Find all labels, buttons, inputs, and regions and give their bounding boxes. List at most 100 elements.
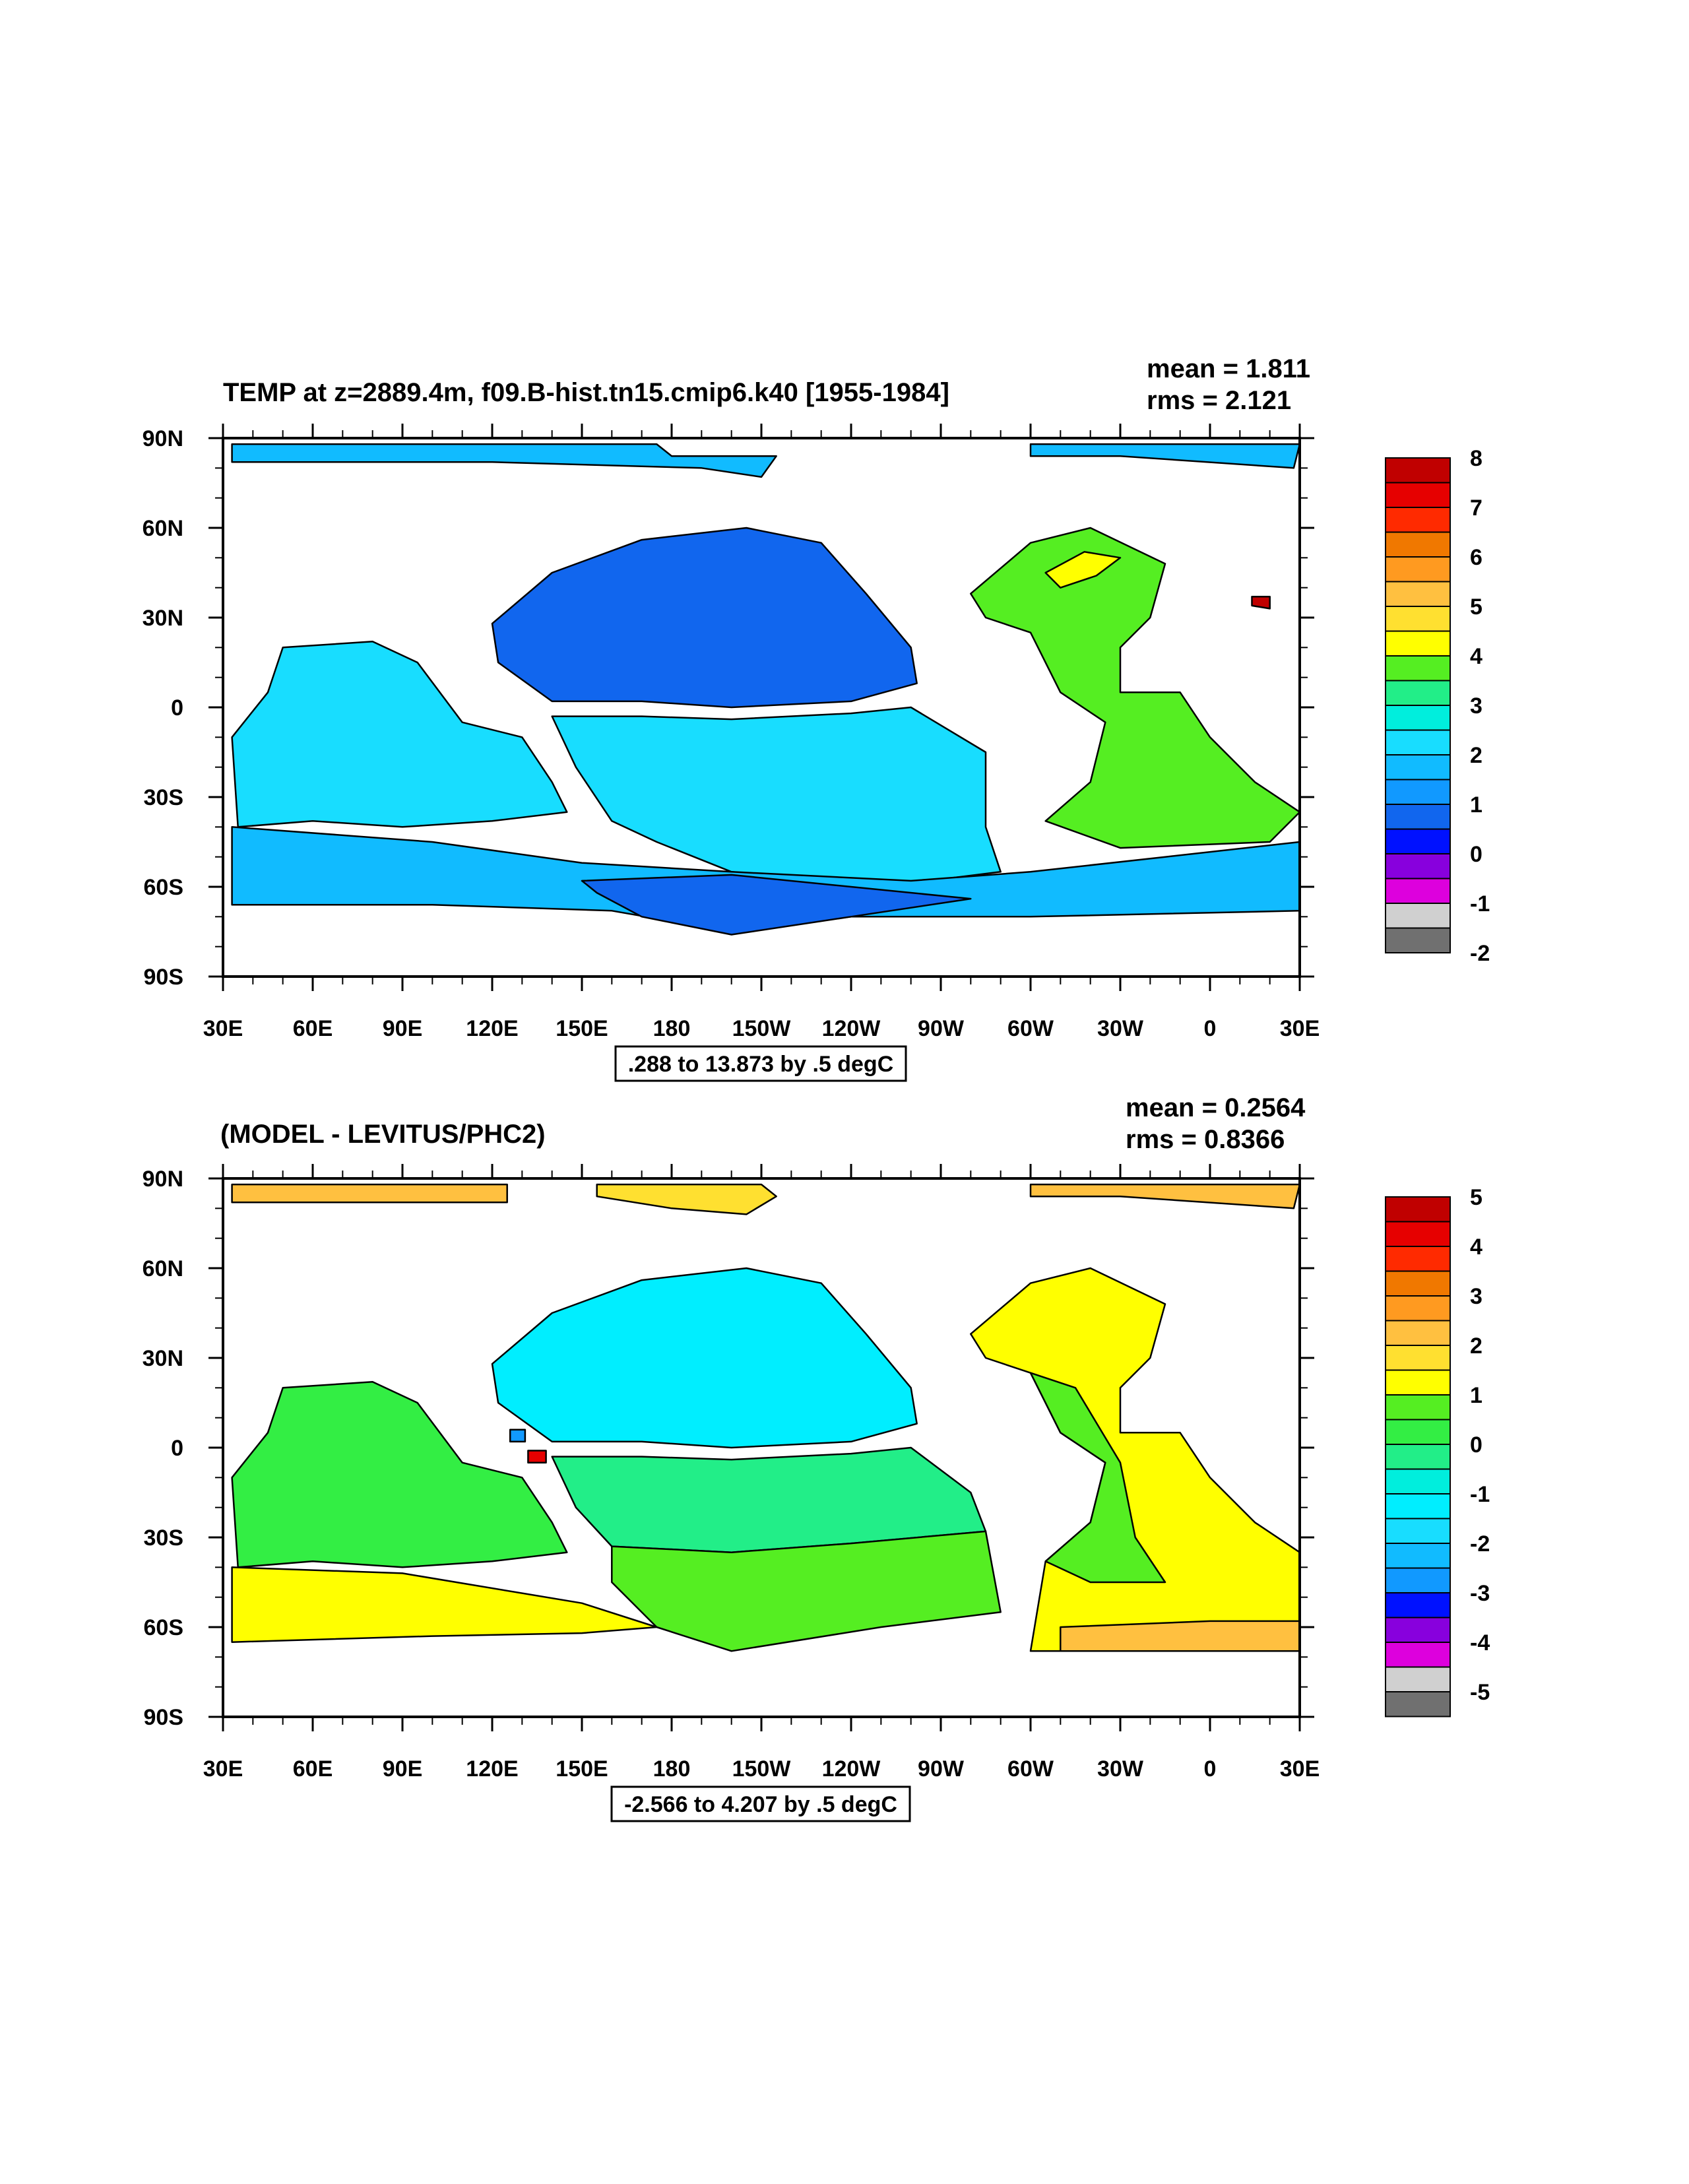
x-tick-label: 150W [732,1756,792,1782]
x-tick-label: 90E [383,1016,423,1041]
mean-label: mean = 1.811 [1147,354,1310,383]
region-indian-ocean [231,641,568,828]
colorbar-label: -1 [1470,1482,1490,1507]
x-tick-label: 60E [293,1756,333,1782]
colorbar-swatch [1385,680,1451,706]
region-arctic-ocean [231,443,777,478]
region-antarctic-deep-water [581,874,972,936]
colorbar-label: 4 [1470,644,1482,669]
colorbar-swatch [1385,828,1451,854]
colorbar-label: -2 [1470,1531,1490,1557]
y-tick-label: 60S [144,1615,184,1640]
colorbar-label: 5 [1470,1185,1482,1210]
range-label: -2.566 to 4.207 by .5 degC [624,1792,897,1817]
colorbar-swatch [1385,507,1451,533]
colorbar-swatch [1385,1493,1451,1520]
colorbar-swatch [1385,606,1451,632]
colorbar-swatch [1385,927,1451,953]
colorbar-swatch [1385,1246,1451,1272]
region-south-pacific [551,706,1002,888]
colorbar-label: 8 [1470,446,1482,471]
colorbar-label: 0 [1470,1432,1482,1458]
colorbar: 8 7 6 5 4 3 2 1 0 -1 -2 [1385,446,1490,966]
colorbar-swatch [1385,754,1451,781]
rms-label: rms = 0.8366 [1126,1125,1285,1154]
x-tick-label: 150W [732,1016,792,1041]
colorbar-swatch [1385,1221,1451,1247]
colorbar-label: -1 [1470,891,1490,916]
panel-model-difference: (MODEL - LEVITUS/PHC2) mean = 0.2564 rms… [143,1093,1490,1822]
colorbar-label: -3 [1470,1581,1490,1606]
panel-title: (MODEL - LEVITUS/PHC2) [220,1120,546,1149]
x-tick-label: 60E [293,1016,333,1041]
colorbar-swatch [1385,779,1451,805]
colorbar-swatch [1385,1369,1451,1396]
y-tick-label: 0 [171,695,183,721]
region-south-pacific-south [611,1530,1002,1652]
x-tick-label: 60W [1007,1016,1054,1041]
x-tick-label: 90E [383,1756,423,1782]
y-tick-label: 0 [171,1436,183,1461]
colorbar-label: 6 [1470,545,1482,570]
x-tick-label: 180 [653,1016,691,1041]
colorbar-swatch [1385,531,1451,558]
colorbar-swatch [1385,804,1451,830]
x-tick-label: 30E [203,1016,243,1041]
panel-title: TEMP at z=2889.4m, f09.B-hist.tn15.cmip6… [223,378,949,407]
x-tick-label: 120W [822,1016,881,1041]
colorbar-label: -2 [1470,941,1490,966]
y-tick-label: 30N [143,1346,183,1371]
x-tick-label: 30W [1097,1756,1144,1782]
y-tick-label: 30S [144,785,184,810]
panel-temperature: TEMP at z=2889.4m, f09.B-hist.tn15.cmip6… [143,354,1490,1082]
mean-label: mean = 0.2564 [1126,1093,1306,1122]
colorbar-label: 3 [1470,1284,1482,1309]
x-tick-label: 120E [466,1016,518,1041]
colorbar-swatch [1385,878,1451,904]
range-label-box [614,1045,907,1082]
rms-label: rms = 2.121 [1147,386,1291,415]
colorbar-swatch [1385,903,1451,929]
colorbar-label: 1 [1470,1383,1482,1408]
colorbar-swatch [1385,1345,1451,1371]
y-axis: 90N 60N 30N 0 30S 60S 90S [143,1167,1314,1730]
colorbar-label: 7 [1470,496,1482,521]
colorbar-swatch [1385,1270,1451,1297]
colorbar-swatch [1385,705,1451,731]
colorbar-swatch [1385,1567,1451,1593]
y-tick-label: 60S [144,875,184,900]
colorbar-swatch [1385,1320,1451,1346]
colorbar-label: 2 [1470,1333,1482,1359]
x-tick-label: 0 [1204,1016,1217,1041]
ocean-fill-regions [231,443,1301,936]
colorbar-swatch [1385,1691,1451,1718]
colorbar-swatch [1385,1444,1451,1470]
region-arctic-atlantic-side [1029,443,1301,469]
x-tick-label: 30E [1280,1016,1320,1041]
region-arctic-ocean [231,1183,508,1204]
colorbar-swatch [1385,853,1451,880]
x-tick-label: 180 [653,1756,691,1782]
colorbar-swatch [1385,482,1451,508]
y-tick-label: 60N [143,1256,183,1281]
colorbar-swatch [1385,1394,1451,1421]
region-arctic-ocean-central [596,1183,777,1215]
x-tick-label: 60W [1007,1756,1054,1782]
range-label: .288 to 13.873 by .5 degC [628,1052,894,1077]
x-tick-label: 120E [466,1756,518,1782]
x-axis: 30E 60E 90E 120E 150E 180 150W 120W 90W 60W 30W 0 30… [203,424,1320,1041]
region-indonesia-cold-spot [509,1429,526,1443]
region-arctic-atlantic-side [1029,1183,1301,1209]
region-north-pacific [491,1267,918,1449]
colorbar-label: 1 [1470,792,1482,818]
colorbar-swatch [1385,1592,1451,1619]
colorbar-swatch [1385,1419,1451,1445]
colorbar-label: 3 [1470,693,1482,719]
colorbar-swatch [1385,1295,1451,1322]
x-tick-label: 90W [918,1016,965,1041]
colorbar-swatch [1385,581,1451,607]
x-tick-label: 120W [822,1756,881,1782]
y-tick-label: 90S [144,965,184,990]
y-tick-label: 90N [143,426,183,451]
